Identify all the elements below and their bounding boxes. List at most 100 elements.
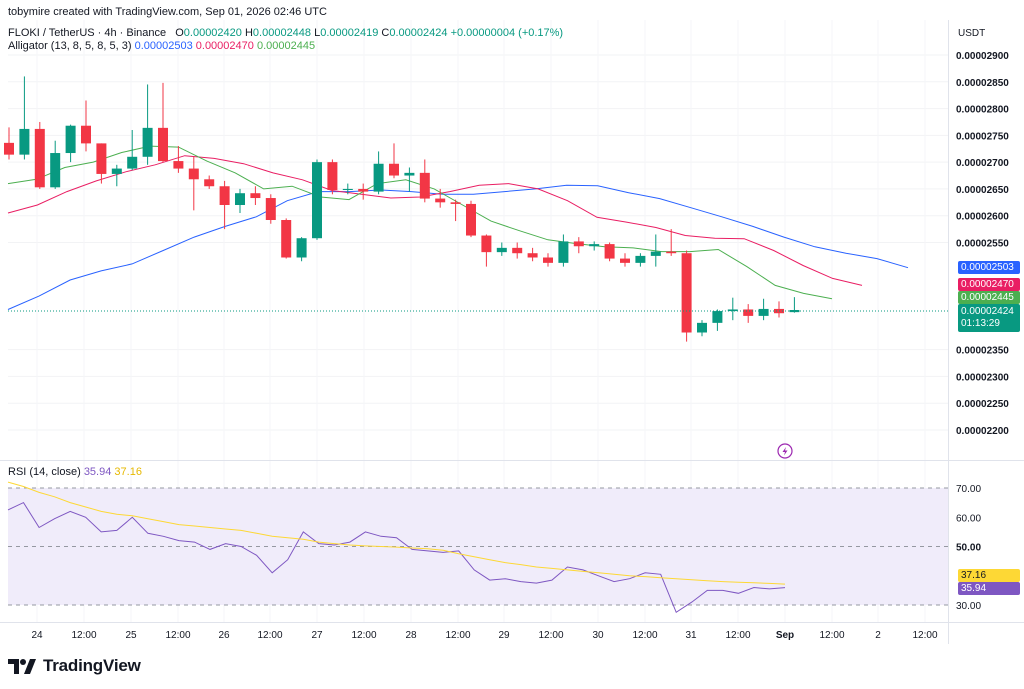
- candle-body: [512, 247, 523, 254]
- candle[interactable]: [589, 241, 600, 251]
- alligator-label[interactable]: Alligator (13, 8, 5, 8, 5, 3): [8, 40, 132, 52]
- price-tick-label: 0.00002200: [956, 426, 1009, 437]
- candle-body: [389, 163, 399, 176]
- price-tick-label: 0.00002550: [956, 239, 1009, 250]
- candle[interactable]: [327, 159, 338, 195]
- rsi-tick-label: 30.00: [956, 601, 981, 612]
- candle[interactable]: [219, 180, 230, 230]
- rsi-label[interactable]: RSI (14, close): [8, 466, 81, 478]
- time-tick-label: 12:00: [538, 630, 563, 641]
- candle[interactable]: [50, 140, 61, 189]
- price-tick-label: 0.00002700: [956, 158, 1009, 169]
- candle[interactable]: [127, 130, 138, 171]
- alligator-teeth-line: [7, 155, 863, 286]
- price-tick-label: 0.00002800: [956, 105, 1009, 116]
- candle[interactable]: [158, 82, 168, 163]
- alligator-teeth-value: 0.00002470: [195, 40, 254, 52]
- rsi-axis[interactable]: 70.00 60.00 50.00 30.00: [956, 484, 981, 612]
- time-tick-label: 12:00: [71, 630, 96, 641]
- chart-canvas[interactable]: USDT 0.000029000.000028500.000028000.000…: [0, 20, 1024, 644]
- candle[interactable]: [543, 253, 553, 267]
- time-tick-label: 27: [311, 630, 323, 641]
- rsi-legend: RSI (14, close) 35.94 37.16: [8, 466, 142, 478]
- candle[interactable]: [373, 151, 384, 195]
- candle[interactable]: [296, 237, 307, 262]
- candle[interactable]: [65, 124, 76, 163]
- candle[interactable]: [265, 194, 276, 224]
- candle[interactable]: [635, 253, 646, 267]
- candle[interactable]: [250, 186, 261, 205]
- candle-body: [4, 142, 14, 155]
- candle[interactable]: [558, 234, 569, 267]
- currency-label: USDT: [958, 28, 985, 39]
- candle[interactable]: [450, 199, 461, 222]
- candle[interactable]: [389, 143, 399, 179]
- candle-body: [19, 128, 30, 155]
- price-axis[interactable]: 0.00002900 0.00002850 0.00002800 0.00002750…: [956, 51, 1009, 437]
- candle[interactable]: [34, 121, 45, 189]
- candle[interactable]: [789, 297, 800, 313]
- candle[interactable]: [681, 250, 692, 342]
- candle[interactable]: [81, 100, 91, 152]
- candle-body: [727, 309, 738, 312]
- candle[interactable]: [727, 297, 738, 321]
- symbol-title[interactable]: FLOKI / TetherUS · 4h · Binance: [8, 27, 167, 39]
- candle[interactable]: [466, 200, 476, 238]
- candle[interactable]: [358, 183, 369, 200]
- candle-body: [81, 125, 91, 144]
- candle-body: [296, 238, 307, 258]
- lightning-event-icon[interactable]: [777, 443, 793, 459]
- candle-body: [635, 255, 646, 263]
- candle[interactable]: [496, 242, 507, 256]
- candle[interactable]: [235, 188, 245, 214]
- candle[interactable]: [743, 304, 754, 323]
- price-tick-label: 0.00002600: [956, 212, 1009, 223]
- candle[interactable]: [111, 164, 122, 187]
- candle-body: [204, 179, 215, 187]
- candle[interactable]: [481, 234, 492, 267]
- tradingview-logo[interactable]: TradingView: [8, 656, 141, 676]
- candle[interactable]: [342, 183, 353, 195]
- candle[interactable]: [188, 156, 199, 211]
- candle[interactable]: [173, 146, 184, 173]
- candle[interactable]: [527, 247, 538, 262]
- last-price-tag: 0.00002424 01:13:29: [958, 304, 1020, 332]
- candle[interactable]: [620, 253, 630, 267]
- candle-body: [373, 163, 384, 192]
- candle-body: [620, 258, 630, 263]
- candle-body: [666, 251, 677, 254]
- candle[interactable]: [96, 143, 107, 184]
- candle[interactable]: [435, 188, 446, 208]
- candle[interactable]: [204, 175, 215, 189]
- price-tick-label: 0.00002650: [956, 185, 1009, 196]
- candle-body: [435, 198, 446, 203]
- candle[interactable]: [650, 234, 661, 267]
- candle[interactable]: [142, 84, 153, 165]
- candle[interactable]: [573, 237, 584, 254]
- candle[interactable]: [4, 127, 14, 160]
- candle[interactable]: [19, 76, 30, 160]
- candle[interactable]: [697, 320, 707, 337]
- time-tick-label: 12:00: [257, 630, 282, 641]
- candle[interactable]: [758, 298, 769, 321]
- time-tick-label: 31: [685, 630, 697, 641]
- price-tick-label: 0.00002900: [956, 51, 1009, 62]
- candle[interactable]: [281, 218, 292, 259]
- candle[interactable]: [312, 159, 322, 240]
- candlestick-series: [4, 76, 800, 342]
- candle[interactable]: [712, 309, 723, 331]
- candle[interactable]: [774, 301, 784, 318]
- time-tick-label: 12:00: [632, 630, 657, 641]
- candle[interactable]: [604, 242, 615, 262]
- alligator-lips-value: 0.00002445: [256, 40, 316, 52]
- rsi-band: [8, 488, 948, 605]
- candle-body: [235, 193, 245, 205]
- time-tick-label: 24: [31, 630, 43, 641]
- time-axis[interactable]: 24 12:00 25 12:00 26 12:00 27 12:00 28 12:00 29 12:…: [31, 630, 938, 641]
- candle[interactable]: [419, 159, 430, 203]
- price-tick-label: 0.00002750: [956, 131, 1009, 142]
- candle[interactable]: [666, 229, 677, 256]
- candle[interactable]: [512, 242, 523, 259]
- candle[interactable]: [404, 167, 415, 192]
- candle-body: [712, 311, 723, 323]
